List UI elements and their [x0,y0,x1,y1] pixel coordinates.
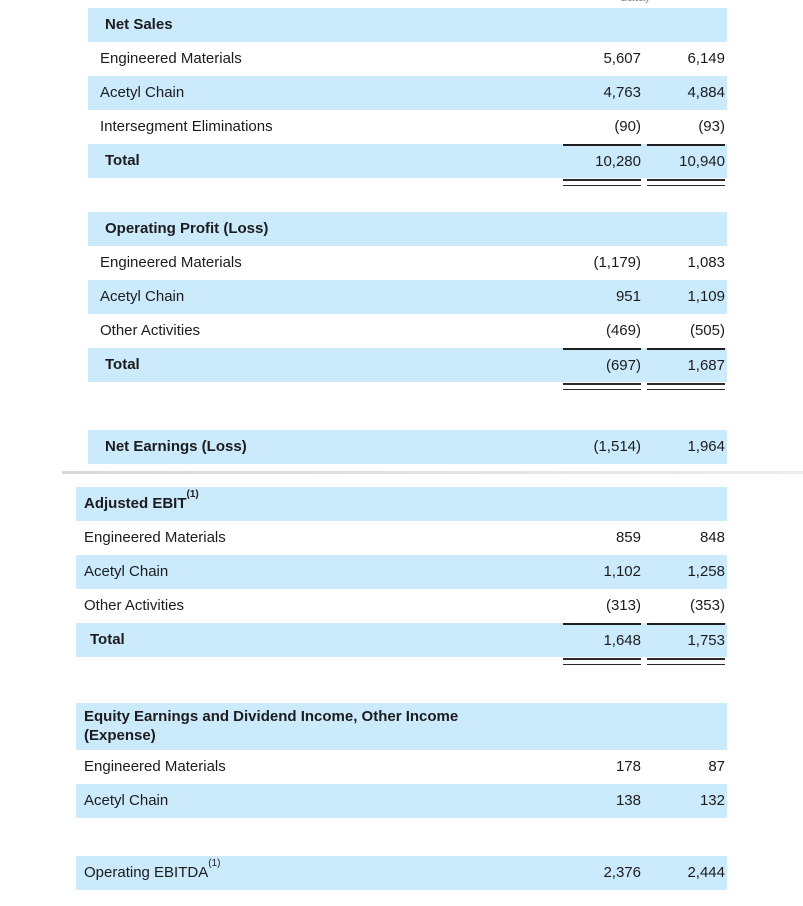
section-header-operating-profit: Operating Profit (Loss) [88,212,727,246]
row-label: Engineered Materials [100,50,242,67]
row-label: Operating EBITDA(1) [84,858,221,882]
row-label: Engineered Materials [84,758,226,775]
value-col2: 10,940 [647,144,725,178]
value-col2: 1,083 [687,254,725,271]
table-row: Acetyl Chain 1,102 1,258 [76,555,727,589]
value-col2: 87 [708,758,725,775]
row-label: Other Activities [84,597,185,614]
row-label: Total [90,631,125,648]
value-col2: 1,753 [647,623,725,657]
value-col2: 848 [699,529,725,546]
row-label: Total [105,356,140,373]
value-col2: 4,884 [687,84,725,101]
row-label: Acetyl Chain [100,288,185,305]
section-gap [76,818,727,856]
value-col2: 1,109 [687,288,725,305]
value-col2: 2,444 [687,864,725,881]
value-col1: 1,102 [603,563,641,580]
row-label: Acetyl Chain [84,563,169,580]
row-label: Intersegment Eliminations [100,118,273,135]
row-label: Acetyl Chain [84,792,169,809]
value-col1: 951 [615,288,641,305]
segment-results-table-top: Net Sales Engineered Materials 5,607 6,1… [88,8,727,464]
value-col1: (90) [614,118,641,135]
value-col1: 138 [615,792,641,809]
value-col1: 178 [615,758,641,775]
table-row: Other Activities (313) (353) [76,589,727,623]
net-earnings-row: Net Earnings (Loss) (1,514) 1,964 [88,430,727,464]
value-col1: 4,763 [603,84,641,101]
value-col1: 2,376 [603,864,641,881]
value-col2: 1,258 [687,563,725,580]
section-title: Adjusted EBIT(1) [84,489,199,513]
value-col2: (353) [689,597,725,614]
table-row: Engineered Materials (1,179) 1,083 [88,246,727,280]
value-col1: 1,648 [563,623,641,657]
section-gap [88,390,727,430]
table-row: Other Activities (469) (505) [88,314,727,348]
table-row: Acetyl Chain 138 132 [76,784,727,818]
table-row: Acetyl Chain 951 1,109 [88,280,727,314]
value-col1: 10,280 [563,144,641,178]
section-title: Net Sales [105,16,173,33]
row-label: Engineered Materials [100,254,242,271]
total-row: Total 10,280 10,940 [88,144,727,178]
double-rule [76,657,727,665]
value-col1: 859 [615,529,641,546]
row-label: Other Activities [100,322,201,339]
section-gap [76,665,727,703]
section-title: Operating Profit (Loss) [105,220,269,237]
total-row: Total 1,648 1,753 [76,623,727,657]
total-row: Total (697) 1,687 [88,348,727,382]
double-rule [88,178,727,186]
section-gap [88,186,727,212]
table-row: Engineered Materials 5,607 6,149 [88,42,727,76]
row-label: Net Earnings (Loss) [105,438,247,455]
segment-results-table-bottom: Adjusted EBIT(1) Engineered Materials 85… [76,487,727,890]
value-col2: 132 [699,792,725,809]
table-row: Engineered Materials 178 87 [76,750,727,784]
section-title: Equity Earnings and Dividend Income, Oth… [84,707,459,744]
operating-ebitda-row: Operating EBITDA(1) 2,376 2,444 [76,856,727,890]
value-col1: (1,179) [593,254,641,271]
value-col1: 5,607 [603,50,641,67]
value-col2: (93) [698,118,725,135]
value-col2: 6,149 [687,50,725,67]
table-row: Engineered Materials 859 848 [76,521,727,555]
section-header-adjusted-ebit: Adjusted EBIT(1) [76,487,727,521]
value-col1: (697) [563,348,641,382]
value-col1: (469) [605,322,641,339]
value-col1: (1,514) [593,438,641,455]
footnote-marker: (1) [208,858,221,869]
value-col1: (313) [605,597,641,614]
section-header-equity-earnings: Equity Earnings and Dividend Income, Oth… [76,703,727,750]
double-rule [88,382,727,390]
horizontal-divider [62,471,803,474]
row-label: Acetyl Chain [100,84,185,101]
table-row: Acetyl Chain 4,763 4,884 [88,76,727,110]
row-label: Total [105,152,140,169]
row-label: Engineered Materials [84,529,226,546]
footnote-marker: (1) [186,489,199,500]
table-row: Intersegment Eliminations (90) (93) [88,110,727,144]
value-col2: (505) [689,322,725,339]
value-col2: 1,687 [647,348,725,382]
section-header-net-sales: Net Sales [88,8,727,42]
clipped-header-text: data) [620,0,680,6]
value-col2: 1,964 [687,438,725,455]
